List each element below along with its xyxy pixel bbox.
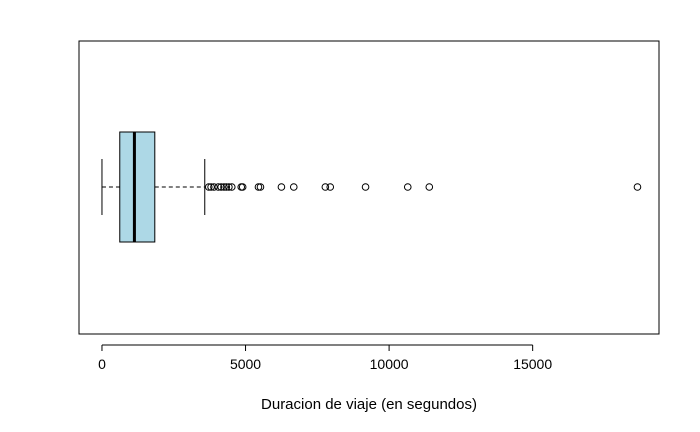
outlier-point (238, 183, 247, 191)
outlier-point (254, 183, 263, 191)
x-tick-label: 10000 (370, 356, 409, 372)
outlier-point (204, 183, 213, 191)
whiskers (101, 159, 206, 215)
outlier-point (361, 183, 370, 191)
outlier-point (227, 183, 236, 191)
outlier-point (207, 183, 215, 191)
outlier-point (217, 183, 225, 191)
outlier-point (326, 183, 335, 191)
plot-frame (78, 40, 660, 335)
outliers (204, 183, 642, 191)
outlier-point (222, 183, 231, 191)
outlier-point (321, 183, 330, 191)
outlier-point (220, 183, 228, 191)
outlier-point (225, 183, 233, 191)
x-axis-title: Duracion de viaje (en segundos) (261, 396, 477, 413)
outlier-point (289, 183, 298, 191)
x-tick-label: 0 (98, 356, 106, 372)
outlier-point (403, 183, 412, 191)
outlier-point (210, 183, 218, 191)
outlier-point (256, 183, 265, 191)
outlier-point (214, 183, 223, 191)
x-tick-label: 5000 (230, 356, 261, 372)
outlier-point (277, 183, 286, 191)
iqr-box (119, 131, 156, 243)
outlier-point (425, 183, 434, 191)
x-tick-label: 15000 (513, 356, 552, 372)
outlier-point (633, 183, 642, 191)
x-axis-ticks: 0 5000 10000 15000 (98, 345, 552, 372)
